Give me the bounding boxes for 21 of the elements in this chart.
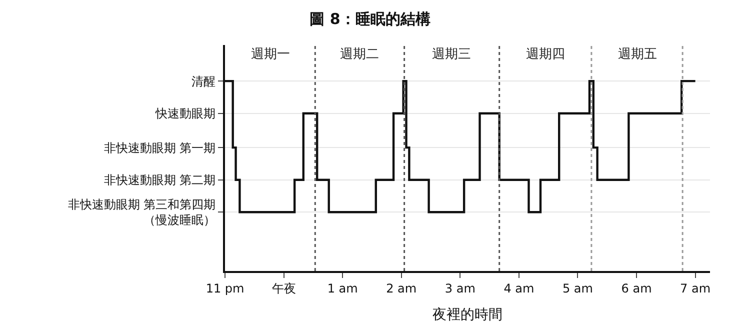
text: 週期四 — [526, 47, 565, 62]
x-tick-label: 7 am — [680, 281, 711, 296]
x-tick-label: 3 am — [444, 281, 476, 296]
text: 週期三 — [432, 47, 471, 62]
category-label: 非快速動眼期 第二期 — [104, 173, 216, 188]
text: 週期一 — [251, 47, 290, 62]
x-tick-label: 6 am — [621, 281, 652, 296]
category-label: 非快速動眼期 第三和第四期（慢波睡眠） — [68, 198, 216, 228]
x-tick-label: 4 am — [504, 281, 534, 296]
category-label: 非快速動眼期 第一期 — [104, 140, 216, 155]
category-label: 清醒 — [192, 74, 216, 88]
x-tick-label: 5 am — [562, 281, 593, 296]
text: 週期二 — [340, 47, 379, 62]
x-tick-label: 午夜 — [272, 281, 296, 296]
x-tick-label: 1 am — [327, 281, 358, 296]
x-tick-label: 11 pm — [206, 281, 244, 296]
text: 週期五 — [618, 47, 657, 62]
x-axis-title: 夜裡的時間 — [432, 307, 502, 324]
category-label: 快速動眼期 — [156, 106, 216, 121]
x-tick-label: 2 am — [386, 281, 417, 296]
chart-title: 圖 8：睡眠的結構 — [310, 10, 430, 28]
